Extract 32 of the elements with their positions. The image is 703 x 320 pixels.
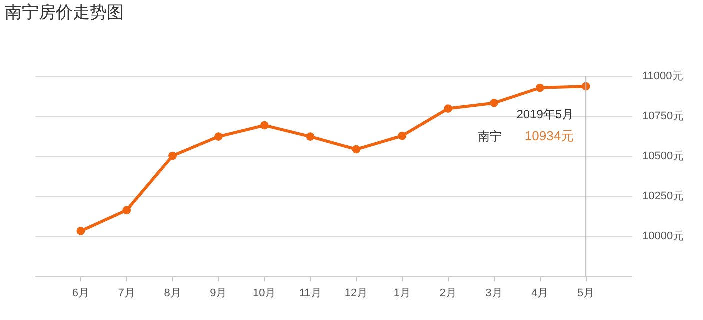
point [536,84,544,92]
x-tick-label: 3月 [486,288,503,300]
y-tick-label: 10750元 [642,110,684,122]
x-tick-label: 8月 [164,288,182,300]
y-tick-label: 11000元 [642,70,684,82]
x-tick-label: 4月 [532,288,549,300]
x-tick-label: 9月 [210,288,228,300]
point [260,121,269,130]
point [306,132,315,141]
point [490,99,498,108]
y-tick-label: 10500元 [642,150,684,162]
x-tick-label: 1月 [394,288,411,300]
x-tick-label: 12月 [344,288,368,300]
data-label: 10934元 [524,128,574,144]
point [76,227,86,236]
annotation: 2019年5月 [516,108,574,122]
chart-title: 南宁房价走势图 [5,3,124,22]
point [122,206,132,215]
x-tick-label: 7月 [118,288,136,300]
x-tick-label: 2月 [440,288,457,300]
point [352,145,361,154]
series-label: 南宁 [478,130,502,144]
point [398,132,407,140]
point [214,132,223,141]
point [168,152,177,160]
x-tick-label: 11月 [299,288,322,300]
point [444,104,452,113]
y-tick-label: 10250元 [642,190,684,202]
x-tick-label: 6月 [72,288,90,300]
x-tick-label: 10月 [252,288,276,300]
y-tick-label: 10000元 [642,230,684,242]
x-tick-label: 5月 [578,288,595,300]
